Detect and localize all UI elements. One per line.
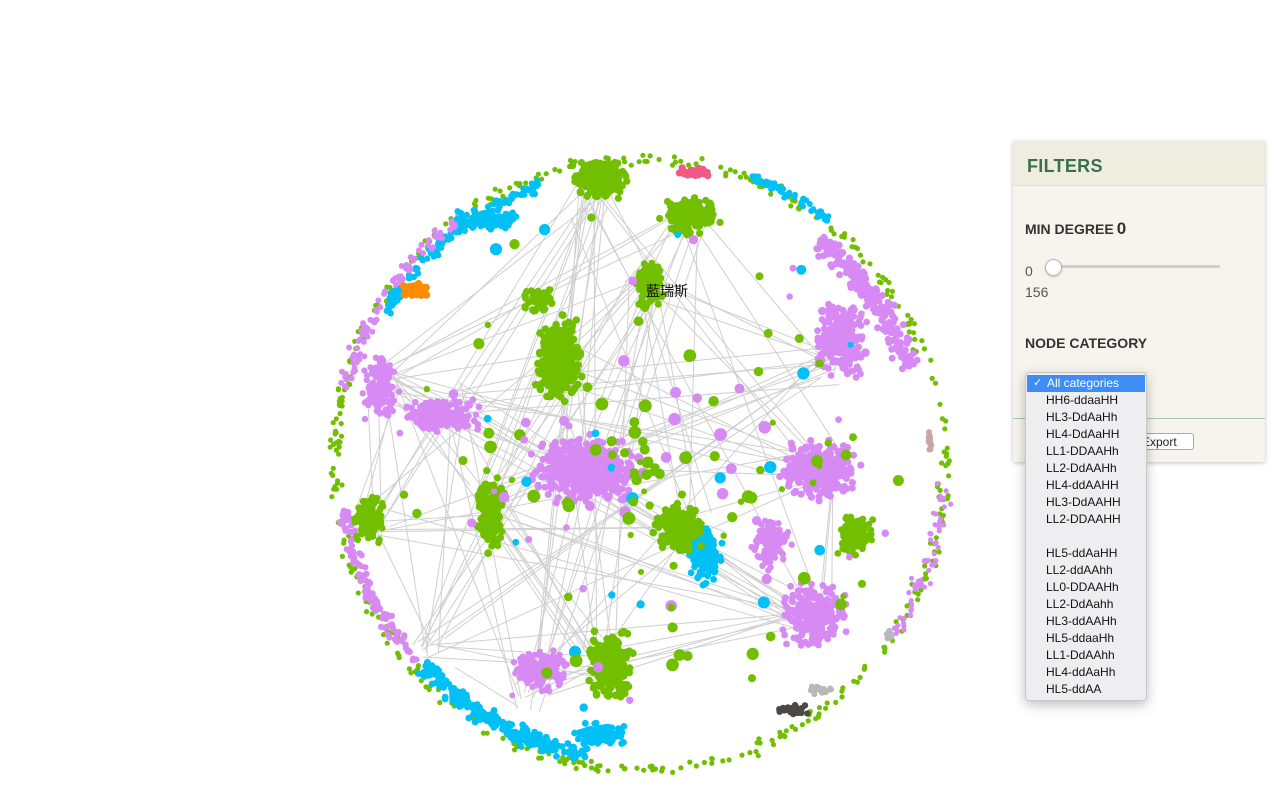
slider-min-label: 0 (1025, 263, 1033, 279)
min-degree-heading: MIN DEGREE 0 (1025, 219, 1126, 239)
node-label: 藍瑞斯 (646, 284, 688, 300)
category-option[interactable]: HL3-DdAaHh (1046, 410, 1118, 424)
category-option[interactable]: HL4-DdAaHH (1046, 427, 1120, 441)
network-graph[interactable] (0, 0, 1000, 800)
category-option[interactable]: HL3-DdAAHH (1046, 495, 1121, 509)
min-degree-value: 0 (1116, 219, 1127, 238)
category-option[interactable]: ✓ All categories (1027, 375, 1145, 392)
export-button[interactable]: Export (1133, 433, 1194, 450)
graph-nodes (327, 152, 954, 776)
min-degree-slider-track[interactable] (1048, 265, 1220, 268)
category-option[interactable]: HL5-ddAaHH (1046, 546, 1118, 560)
category-option[interactable]: HL5-ddAA (1046, 682, 1102, 696)
category-option[interactable]: LL1-DDAAHh (1046, 444, 1119, 458)
node-category-heading: NODE CATEGORY (1025, 335, 1148, 351)
category-option[interactable]: LL2-DdAahh (1046, 597, 1114, 611)
category-option[interactable]: HL4-ddAAHH (1046, 478, 1119, 492)
slider-max-label: 156 (1025, 284, 1049, 300)
category-option[interactable]: LL1-DdAAhh (1046, 648, 1115, 662)
node-category-dropdown[interactable]: ✓ All categories HH6-ddaaHH HL3-DdAaHh HL4-D… (1025, 372, 1147, 701)
category-option[interactable]: HL4-ddAaHh (1046, 665, 1116, 679)
checkmark-icon: ✓ (1033, 377, 1043, 389)
filters-header: FILTERS (1013, 141, 1265, 186)
category-option[interactable]: LL0-DDAAHh (1046, 580, 1119, 594)
category-option[interactable]: LL2-ddAAhh (1046, 563, 1113, 577)
min-degree-label: MIN DEGREE (1025, 221, 1114, 237)
category-option[interactable]: LL2-DDAAHH (1046, 512, 1121, 526)
category-separator (1026, 528, 1146, 545)
category-option[interactable]: HH6-ddaaHH (1046, 393, 1119, 407)
category-option[interactable]: HL5-ddaaHh (1046, 631, 1115, 645)
category-option[interactable]: LL2-DdAAHh (1046, 461, 1117, 475)
category-option[interactable]: HL3-ddAAHh (1046, 614, 1117, 628)
min-degree-slider-thumb[interactable] (1045, 259, 1062, 276)
filters-title: FILTERS (1027, 156, 1103, 176)
